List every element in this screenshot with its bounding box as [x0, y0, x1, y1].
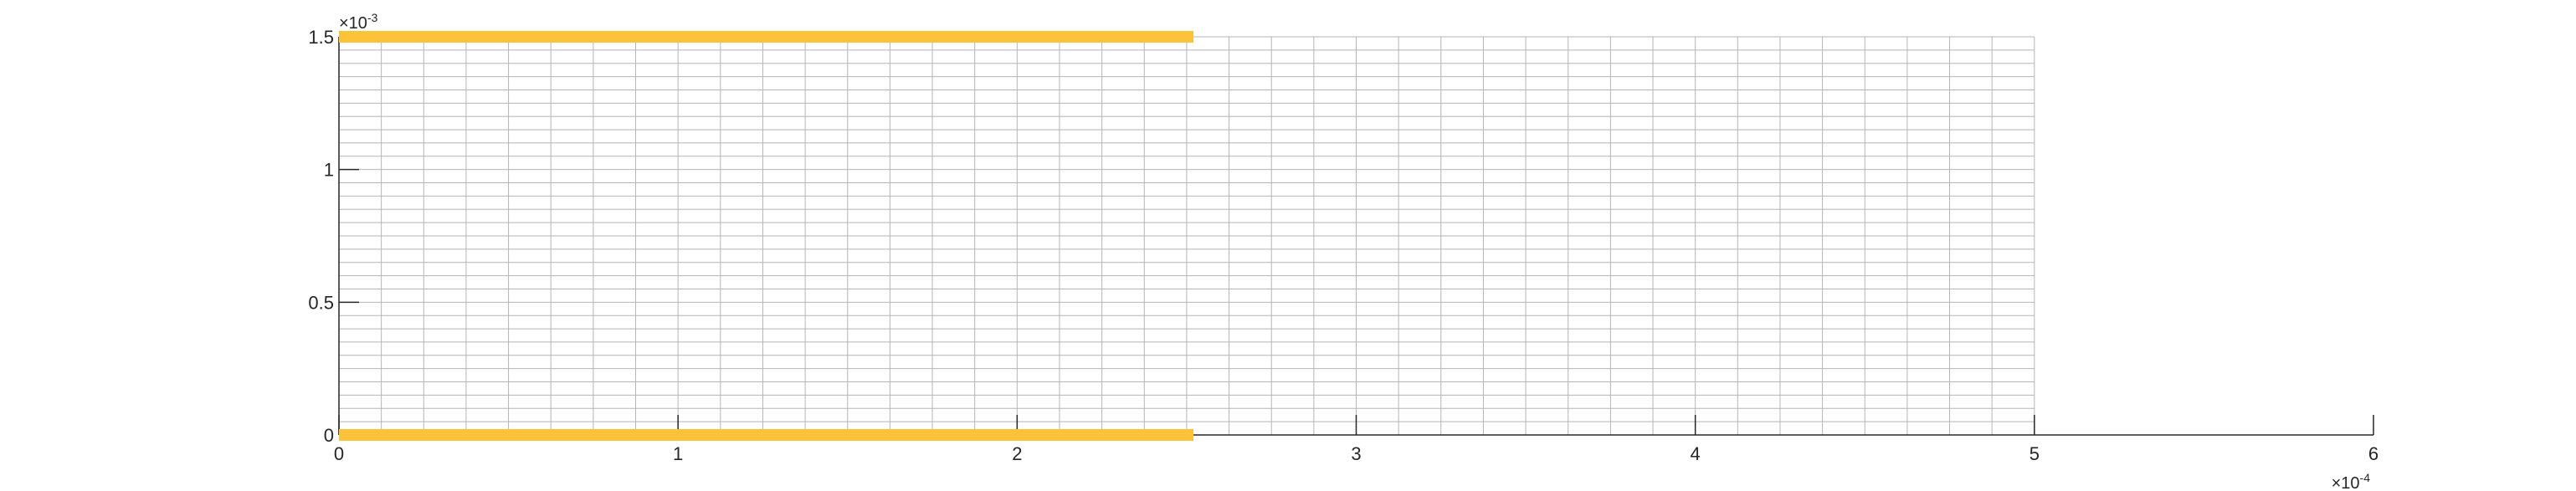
mesh-grid	[338, 36, 2035, 436]
series-group	[339, 31, 1194, 441]
x-tick-label: 5	[2029, 443, 2040, 464]
x-tick-label: 6	[2368, 443, 2378, 464]
tick-labels: 0 1 2 3 4 5 6 0 0.5 1 1.5	[308, 27, 2378, 464]
y-axis-exponent: ×10-3	[339, 11, 378, 33]
y-tick-label: 1.5	[308, 27, 334, 48]
x-tick-label: 3	[1351, 443, 1361, 464]
x-tick-label: 2	[1012, 443, 1022, 464]
x-axis-exponent: ×10-4	[2332, 471, 2371, 491]
x-tick-label: 1	[673, 443, 683, 464]
y-tick-label: 1	[324, 160, 334, 181]
x-tick-label: 0	[334, 443, 344, 464]
x-tick-label: 4	[1691, 443, 1701, 464]
y-tick-label: 0	[324, 425, 334, 446]
y-tick-label: 0.5	[308, 292, 334, 313]
